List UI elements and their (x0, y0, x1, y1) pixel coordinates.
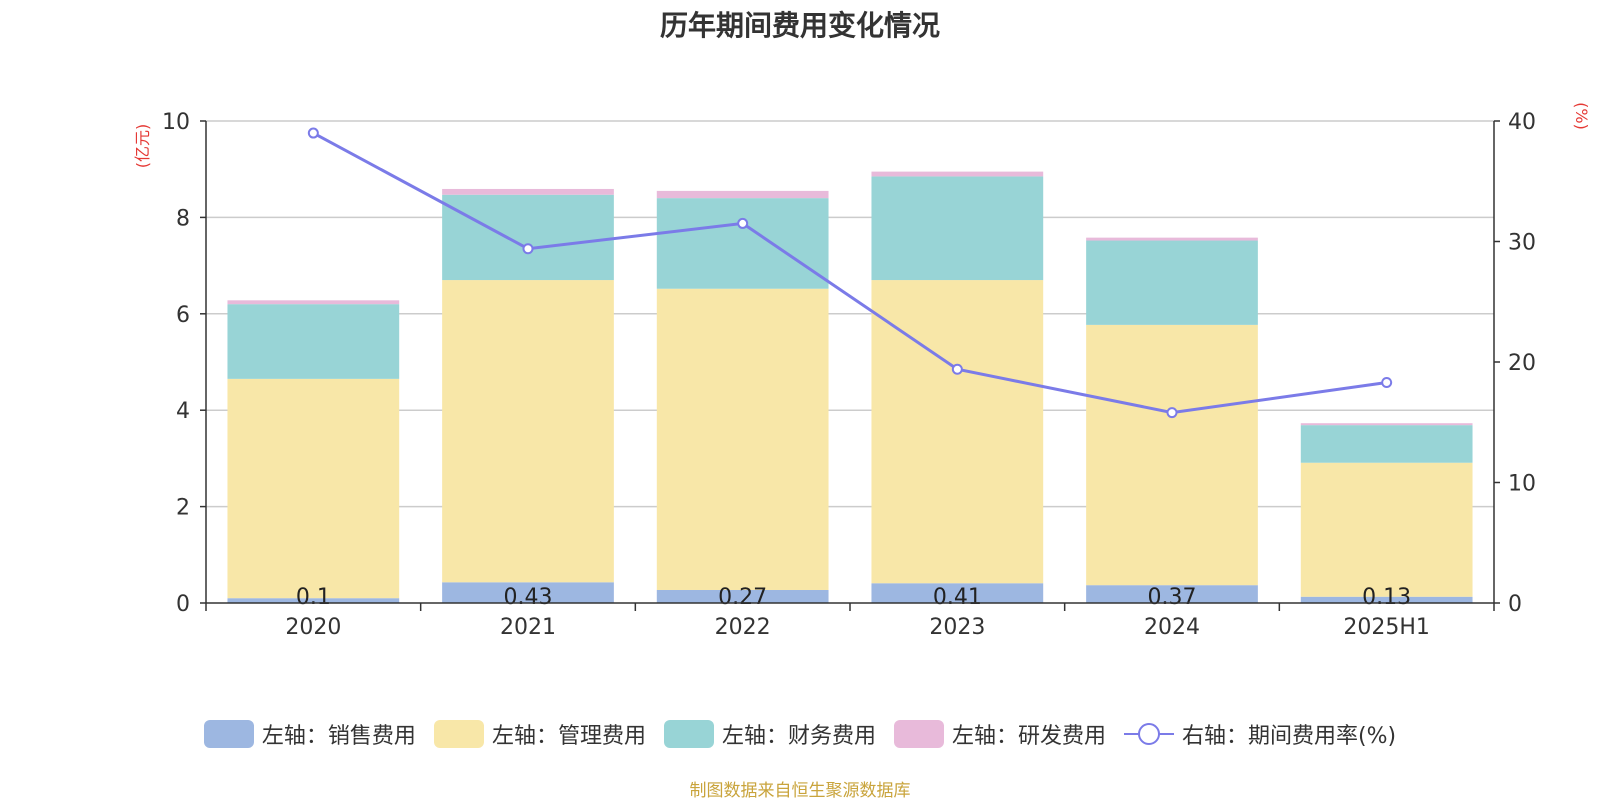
y-right-tick-label: 40 (1508, 110, 1536, 135)
bar-segment (227, 378, 400, 599)
bar-segment (227, 304, 400, 379)
legend-label: 左轴：财务费用 (721, 724, 876, 749)
bar-segment (1086, 324, 1258, 586)
bar-segment (871, 171, 1044, 177)
y-left-tick-label: 2 (176, 496, 190, 521)
legend-swatch (893, 720, 944, 748)
x-tick-label: 2024 (1144, 615, 1200, 640)
legend-swatch (663, 720, 714, 748)
y-left-axis-label: (亿元) (133, 124, 152, 169)
rate-line (307, 127, 1393, 419)
y-right-tick-label: 0 (1508, 592, 1522, 617)
legend-swatch (433, 720, 484, 748)
x-tick-label: 2020 (285, 615, 341, 640)
y-right-tick-label: 10 (1508, 472, 1536, 497)
bars (227, 171, 1473, 603)
rate-point (1166, 407, 1178, 419)
rate-point (307, 127, 319, 139)
rate-point (522, 243, 534, 255)
legend-circle (1137, 723, 1160, 745)
source-note: 制图数据来自恒生聚源数据库 (689, 781, 911, 801)
legend-item[interactable]: 左轴：销售费用 (203, 718, 416, 750)
legend-label: 左轴：管理费用 (491, 724, 646, 749)
x-tick-label: 2021 (500, 615, 556, 640)
y-right-tick-label: 20 (1508, 351, 1536, 376)
bar-segment (1300, 423, 1473, 426)
bar-segment (227, 598, 400, 603)
y-left-tick-label: 8 (176, 206, 190, 231)
chart-title: 历年期间费用变化情况 (659, 9, 940, 42)
bar-value-label: 0.13 (1362, 585, 1411, 610)
bar-value-label: 0.37 (1148, 585, 1197, 610)
y-left-tick-label: 6 (176, 303, 190, 328)
legend-item[interactable]: 右轴：期间费用率(%) (1123, 718, 1397, 750)
bar-segment (656, 288, 829, 590)
bar-segment (1300, 425, 1473, 463)
y-left-tick-label: 0 (176, 592, 190, 617)
x-tick-label: 2022 (715, 615, 771, 640)
legend-line-swatch (1123, 723, 1174, 745)
legend-label: 左轴：研发费用 (951, 724, 1106, 749)
bar-segment (442, 188, 614, 195)
bar-segment (442, 194, 614, 281)
bar-segment (1300, 596, 1473, 603)
bar-segment (871, 176, 1044, 281)
bar-segment (871, 583, 1044, 603)
bar-segment (656, 190, 829, 199)
bar-segment (1300, 462, 1473, 597)
bar-segment (656, 198, 829, 289)
legend-item[interactable]: 左轴：研发费用 (893, 718, 1106, 750)
bar-value-label: 0.41 (933, 585, 982, 610)
bar-segment (227, 300, 400, 305)
y-right-tick-label: 30 (1508, 231, 1536, 256)
y-left-tick-label: 10 (162, 110, 190, 135)
y-right-axis-label: (%) (1572, 102, 1591, 130)
bar-labels: 0.1 0.43 0.27 0.41 0.37 0.13 (296, 585, 1411, 610)
legend-swatch (203, 720, 254, 748)
bar-segment (442, 582, 614, 603)
grid-lines (206, 120, 1494, 508)
legend: 左轴：销售费用 左轴：管理费用 左轴：财务费用 左轴：研发费用 右轴：期间费用率(%) (0, 718, 1600, 750)
bar-segment (1086, 237, 1258, 241)
legend-item[interactable]: 左轴：财务费用 (663, 718, 876, 750)
bar-segment (1086, 240, 1258, 325)
bar-segment (656, 589, 829, 603)
rate-point (951, 363, 963, 375)
bar-value-label: 0.1 (296, 585, 331, 610)
legend-label: 左轴：销售费用 (261, 724, 416, 749)
bar-segment (1086, 585, 1258, 603)
x-tick-label: 2025H1 (1343, 615, 1430, 640)
axes: 0 2 4 6 8 10 0 10 20 30 40 2020 2021 2022 2023 2024 2025… (162, 110, 1536, 640)
bar-segment (871, 280, 1044, 584)
legend-item[interactable]: 左轴：管理费用 (433, 718, 646, 750)
bar-value-label: 0.27 (718, 585, 767, 610)
y-left-tick-label: 4 (176, 399, 190, 424)
rate-point (1381, 376, 1393, 388)
x-tick-label: 2023 (929, 615, 985, 640)
rate-point (737, 217, 749, 229)
bar-segment (442, 280, 614, 583)
bar-value-label: 0.43 (504, 585, 553, 610)
rate-line-path (312, 131, 1387, 415)
legend-label: 右轴：期间费用率(%) (1181, 724, 1397, 749)
